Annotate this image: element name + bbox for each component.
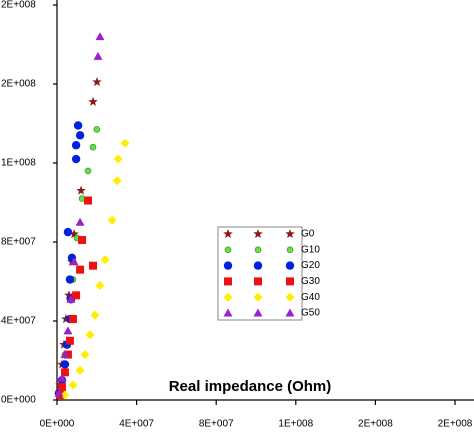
legend-label: G40 [301,292,320,303]
legend-marker [253,292,263,302]
legend-marker [254,246,262,254]
legend-marker [285,292,295,302]
y-tick-label: 1E+008 [1,158,36,169]
y-tick-label: 2E+008 [1,79,36,90]
y-tick-label: 8E+007 [1,237,36,248]
point [68,315,77,324]
point [65,336,74,345]
point [100,255,110,265]
point [95,32,105,41]
point [64,290,74,300]
point [112,176,122,186]
legend-marker [285,261,295,270]
point [69,229,79,239]
point [89,261,98,270]
point [69,257,79,266]
point [88,96,98,106]
y-tick-label: 0E+000 [1,395,36,406]
point [57,382,66,391]
point [63,326,73,335]
y-tick-label: 2E+008 [1,0,36,11]
y-tick-label: 4E+007 [1,316,36,327]
point [75,217,85,226]
point [85,330,95,340]
legend-marker [224,246,232,254]
point [84,167,92,175]
point [76,265,85,274]
point [63,350,72,359]
legend-marker [223,292,233,302]
legend-marker [286,277,294,286]
legend-marker [223,308,233,317]
point [71,154,81,164]
legend-marker [285,308,295,317]
point [54,388,64,397]
point [72,291,81,300]
x-tick-label: 0E+000 [40,419,75,430]
legend-marker [224,277,232,286]
point [57,373,67,382]
legend-marker [253,261,263,270]
point [95,280,105,290]
point [78,236,87,245]
legend-marker [253,308,263,317]
legend-label: G10 [301,244,320,255]
legend-marker [254,277,262,286]
legend-marker [223,261,233,270]
x-tick-label: 4E+007 [119,419,154,430]
point [60,360,70,369]
legend-marker [223,229,233,239]
legend-marker [286,246,294,254]
point [75,365,85,375]
point [60,350,70,359]
point [120,138,130,148]
point [73,121,83,130]
x-tick-label: 8E+007 [199,419,234,430]
point [60,368,69,377]
legend-label: G50 [301,308,320,319]
point [113,154,123,164]
point [107,215,117,225]
point [60,390,70,400]
legend-label: G20 [301,260,320,271]
point [66,294,76,303]
point [92,77,102,87]
point [89,143,97,151]
point [68,380,78,390]
point [93,126,101,133]
legend-marker [285,229,295,239]
point [80,350,90,360]
point [84,196,93,205]
point [76,185,86,195]
point [90,310,100,320]
point [93,51,103,60]
point [63,227,73,237]
point [65,275,75,284]
legend-box [217,226,303,321]
x-tick-label: 2E+008 [438,419,473,430]
legend-marker [253,229,263,239]
point [75,131,85,140]
legend-label: G30 [301,276,320,287]
x-axis-label: Real impedance (Ohm) [169,378,332,395]
point [71,141,81,150]
x-tick-label: 2E+008 [358,419,393,430]
legend-label: G0 [301,229,315,240]
x-tick-label: 1E+008 [278,419,313,430]
